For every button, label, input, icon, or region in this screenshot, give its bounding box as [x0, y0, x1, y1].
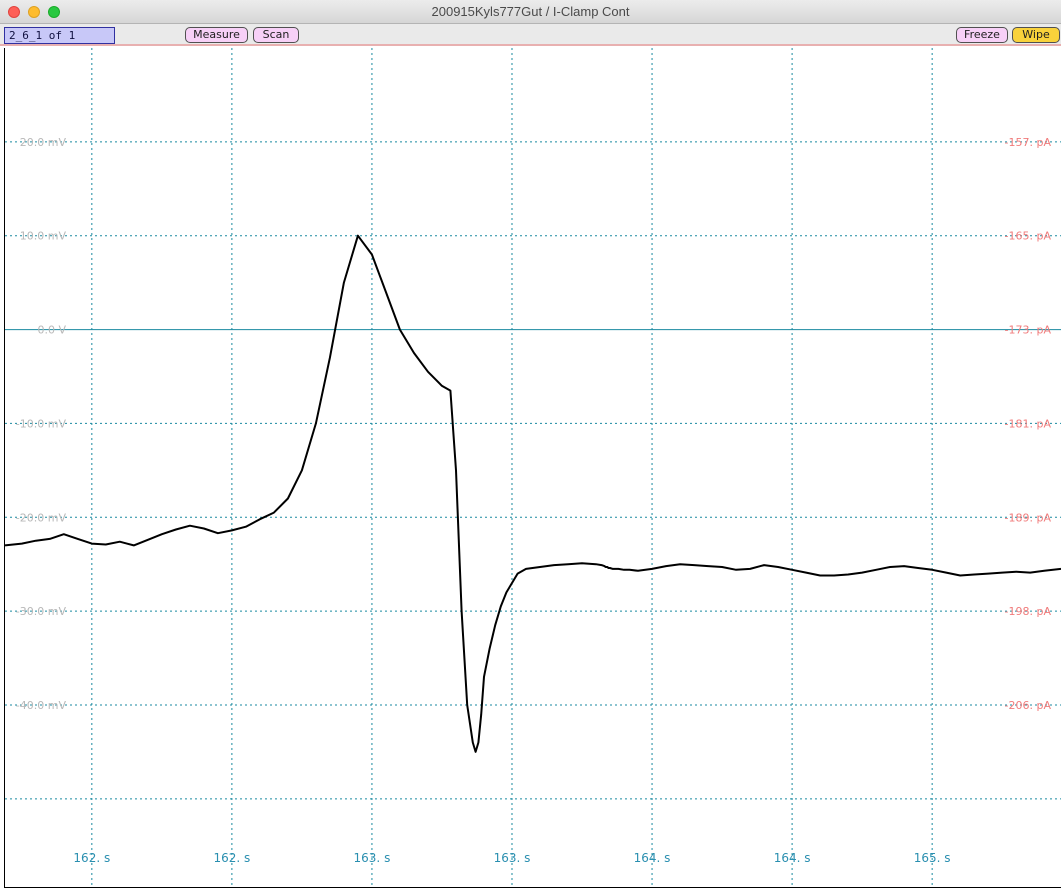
sweep-indicator[interactable]: 2_6_1 of 1: [4, 27, 115, 44]
minimize-window-icon[interactable]: [28, 6, 40, 18]
time-axis-label: 163. s: [494, 851, 531, 865]
zoom-window-icon[interactable]: [48, 6, 60, 18]
membrane-potential-trace: [4, 234, 1061, 753]
time-axis-label: 163. s: [354, 851, 391, 865]
right-axis-label: -198. pA: [1005, 605, 1052, 618]
time-axis-label: 165. s: [914, 851, 951, 865]
time-axis-label: 164. s: [634, 851, 671, 865]
left-axis-label: -40.0 mV: [16, 699, 67, 712]
time-axis-label: 162. s: [73, 851, 110, 865]
right-axis-label: -157. pA: [1005, 136, 1052, 149]
right-axis-label: -206. pA: [1005, 699, 1052, 712]
scan-button[interactable]: Scan: [253, 27, 299, 43]
window-title: 200915Kyls777Gut / I-Clamp Cont: [431, 4, 630, 19]
window-titlebar: 200915Kyls777Gut / I-Clamp Cont: [0, 0, 1061, 24]
left-axis-label: 10.0 mV: [20, 230, 67, 243]
plot-bottom-border: [4, 887, 1061, 888]
measure-button[interactable]: Measure: [185, 27, 248, 43]
left-axis-label: -30.0 mV: [16, 605, 67, 618]
time-axis-label: 164. s: [774, 851, 811, 865]
toolbar: 2_6_1 of 1 Measure Scan Freeze Wipe: [0, 24, 1061, 46]
right-axis-label: -173. pA: [1005, 324, 1052, 337]
close-window-icon[interactable]: [8, 6, 20, 18]
left-axis-label: -10.0 mV: [16, 417, 67, 430]
wipe-button[interactable]: Wipe: [1012, 27, 1060, 43]
freeze-button[interactable]: Freeze: [956, 27, 1008, 43]
left-axis-label: -20.0 mV: [16, 511, 67, 524]
right-axis-label: -181. pA: [1005, 417, 1052, 430]
time-axis-label: 162. s: [213, 851, 250, 865]
left-axis-label: 20.0 mV: [20, 136, 67, 149]
right-axis-label: -165. pA: [1005, 230, 1052, 243]
left-axis-label: 0.0 V: [37, 324, 66, 337]
right-axis-label: -189. pA: [1005, 511, 1052, 524]
plot-left-border: [4, 48, 5, 888]
